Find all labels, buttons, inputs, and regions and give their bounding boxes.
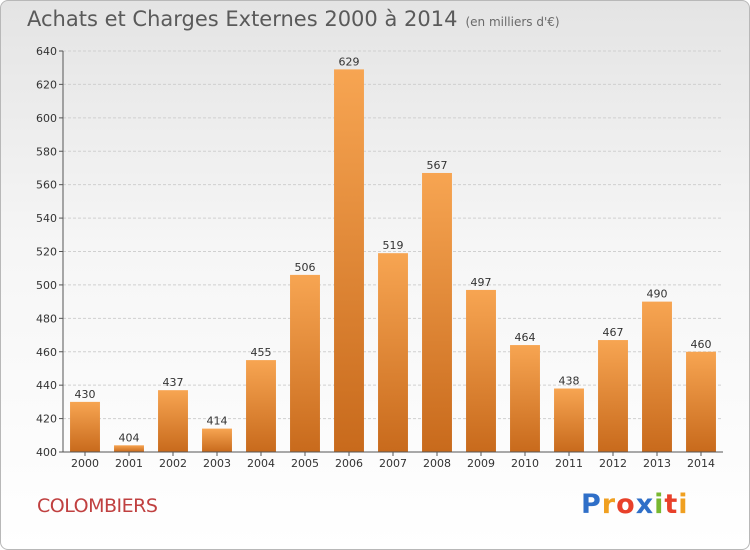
data-label: 438 <box>559 375 580 388</box>
data-label: 497 <box>471 276 492 289</box>
place-name: COLOMBIERS <box>37 495 158 517</box>
bar-2000 <box>70 401 100 452</box>
bar-2012 <box>598 340 628 452</box>
data-label: 490 <box>647 288 668 301</box>
data-label: 414 <box>207 415 228 428</box>
x-tick-label: 2002 <box>159 457 187 470</box>
logo-letter: r <box>601 489 617 520</box>
y-tick-label: 540 <box>36 212 57 225</box>
data-label: 437 <box>163 376 184 389</box>
data-label: 464 <box>515 331 536 344</box>
x-tick-label: 2000 <box>71 457 99 470</box>
y-tick-label: 480 <box>36 312 57 325</box>
data-label: 460 <box>691 338 712 351</box>
bar-2003 <box>202 428 232 452</box>
x-tick-label: 2006 <box>335 457 363 470</box>
x-tick-label: 2005 <box>291 457 319 470</box>
x-tick-label: 2007 <box>379 457 407 470</box>
y-tick-label: 520 <box>36 246 57 259</box>
bar-2011 <box>554 388 584 452</box>
data-label: 467 <box>603 326 624 339</box>
chart-title: Achats et Charges Externes 2000 à 2014 (e… <box>27 7 560 31</box>
x-tick-label: 2014 <box>687 457 715 470</box>
y-tick-label: 440 <box>36 379 57 392</box>
logo-letter: x <box>635 489 655 520</box>
logo-letter: i <box>678 489 689 520</box>
y-tick-label: 640 <box>36 45 57 58</box>
axes: 400 420 440 460 480 500 520 540 560 580 600 620 640 2… <box>36 45 723 470</box>
y-tick-label: 400 <box>36 446 57 459</box>
data-label: 567 <box>427 159 448 172</box>
x-tick-label: 2004 <box>247 457 275 470</box>
bar-2014 <box>686 351 716 452</box>
x-tick-label: 2013 <box>643 457 671 470</box>
y-tick-label: 620 <box>36 78 57 91</box>
bar-2006 <box>334 69 364 453</box>
data-label: 519 <box>383 239 404 252</box>
logo-letter: o <box>616 489 636 520</box>
y-tick-label: 500 <box>36 279 57 292</box>
y-tick-label: 600 <box>36 112 57 125</box>
y-tick-label: 460 <box>36 346 57 359</box>
bar-2005 <box>290 274 320 452</box>
data-label: 404 <box>119 431 140 444</box>
data-label: 506 <box>295 261 316 274</box>
bar-2010 <box>510 345 540 452</box>
data-label: 629 <box>339 55 360 68</box>
bar-2004 <box>246 360 276 452</box>
x-tick-label: 2008 <box>423 457 451 470</box>
x-tick-label: 2012 <box>599 457 627 470</box>
bar-2007 <box>378 253 408 452</box>
x-tick-label: 2003 <box>203 457 231 470</box>
data-label: 455 <box>251 346 272 359</box>
bar-2008 <box>422 172 452 453</box>
bar-2001 <box>114 445 144 452</box>
x-tick-label: 2011 <box>555 457 583 470</box>
y-tick-label: 420 <box>36 413 57 426</box>
y-tick-label: 580 <box>36 145 57 158</box>
logo-letter: P <box>581 489 602 520</box>
bar-2002 <box>158 390 188 452</box>
bar-2013 <box>642 301 672 452</box>
y-tick-label: 560 <box>36 179 57 192</box>
logo-letter: i <box>654 489 665 520</box>
bar-2009 <box>466 289 496 452</box>
data-label: 430 <box>75 388 96 401</box>
chart-subtitle: (en milliers d'€) <box>465 15 560 29</box>
x-tick-label: 2001 <box>115 457 143 470</box>
bars: 430 404 437 414 455 506 629 519 567 497 464 438 467 4… <box>70 55 716 453</box>
x-tick-label: 2010 <box>511 457 539 470</box>
x-tick-label: 2009 <box>467 457 495 470</box>
chart-title-text: Achats et Charges Externes 2000 à 2014 <box>27 7 458 31</box>
logo-letter: t <box>664 489 679 520</box>
